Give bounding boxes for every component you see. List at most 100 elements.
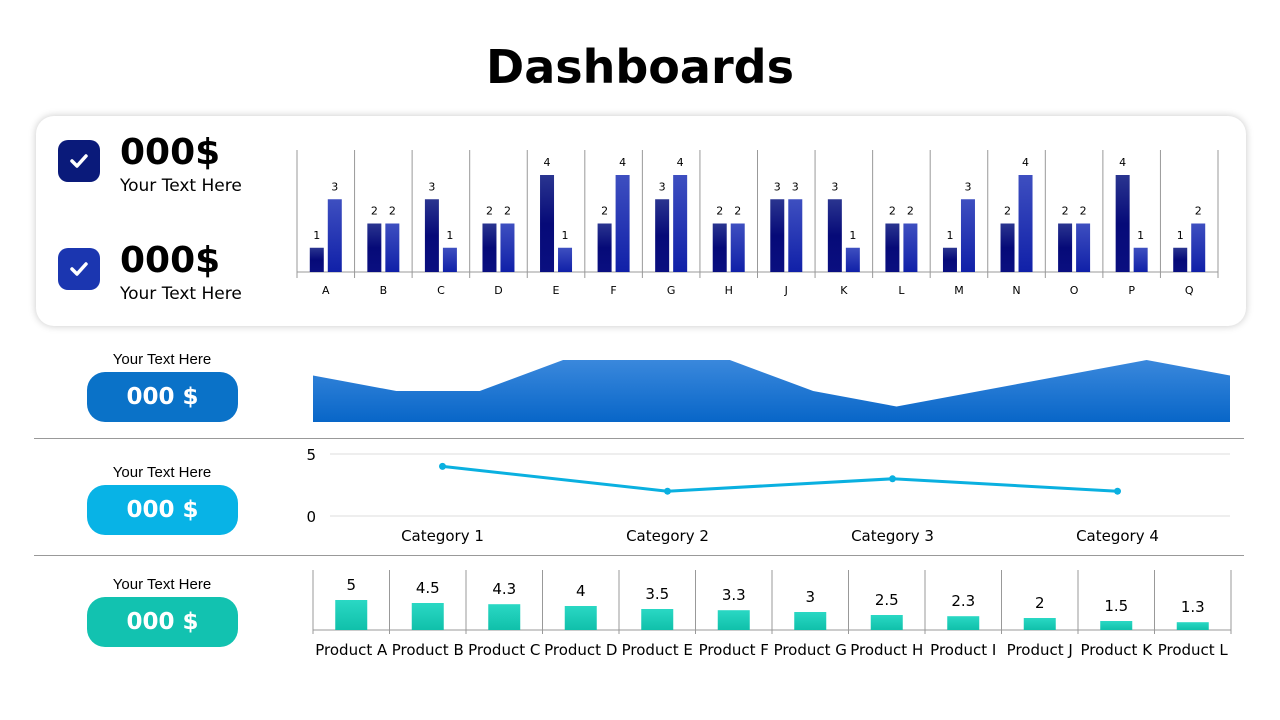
bar <box>1058 223 1073 272</box>
row-label: Your Text Here <box>112 351 212 368</box>
x-tick-label: Category 4 <box>1076 527 1159 545</box>
data-label: 3.3 <box>722 586 746 604</box>
bar <box>845 247 860 272</box>
x-tick-label: K <box>840 284 848 297</box>
bar <box>655 199 670 272</box>
x-tick-label: F <box>610 284 616 297</box>
checkmark-icon <box>58 140 100 182</box>
x-tick-label: D <box>494 284 502 297</box>
bar <box>673 175 688 272</box>
bar <box>717 610 750 630</box>
data-label: 4 <box>1119 156 1126 169</box>
bar <box>442 247 457 272</box>
bar <box>712 223 727 272</box>
bar <box>942 247 957 272</box>
kpi-value: 000$ <box>120 132 221 173</box>
x-tick-label: Q <box>1185 284 1194 297</box>
bar <box>1000 223 1015 272</box>
x-tick-label: Product A <box>315 641 388 659</box>
value-pill: 000 $ <box>87 485 238 535</box>
data-label: 3 <box>428 180 435 193</box>
bar <box>794 612 827 630</box>
data-point <box>664 487 671 495</box>
x-tick-label: L <box>898 284 905 297</box>
data-label: 1.5 <box>1104 597 1128 615</box>
bar <box>335 600 368 630</box>
x-tick-label: H <box>725 284 733 297</box>
divider <box>34 555 1244 556</box>
row-label: Your Text Here <box>112 576 212 593</box>
bar <box>327 199 342 272</box>
data-label: 2 <box>1080 205 1087 218</box>
bar <box>903 223 918 272</box>
bar <box>1018 175 1033 272</box>
x-tick-label: Product D <box>544 641 617 659</box>
data-label: 1.3 <box>1181 598 1205 616</box>
data-label: 4.3 <box>492 580 516 598</box>
x-tick-label: Product E <box>622 641 693 659</box>
kpi-card <box>36 116 1246 326</box>
data-label: 2 <box>907 205 914 218</box>
value-pill: 000 $ <box>87 372 238 422</box>
data-label: 3 <box>805 588 815 606</box>
bar <box>641 609 674 630</box>
bar <box>540 175 555 272</box>
data-label: 2 <box>504 205 511 218</box>
data-label: 4 <box>677 156 684 169</box>
x-tick-label: O <box>1070 284 1079 297</box>
bar <box>500 223 515 272</box>
bar <box>1133 247 1148 272</box>
x-tick-label: C <box>437 284 445 297</box>
data-label: 2 <box>889 205 896 218</box>
data-label: 4 <box>619 156 626 169</box>
data-label: 2.3 <box>951 592 975 610</box>
x-tick-label: J <box>784 284 788 297</box>
bar <box>482 223 497 272</box>
x-tick-label: Product H <box>850 641 923 659</box>
data-label: 1 <box>562 229 569 242</box>
data-label: 2 <box>1035 594 1045 612</box>
data-label: 2 <box>1004 205 1011 218</box>
data-label: 1 <box>313 229 320 242</box>
data-label: 2 <box>371 205 378 218</box>
value-pill: 000 $ <box>87 597 238 647</box>
bar <box>424 199 439 272</box>
data-label: 3 <box>331 180 338 193</box>
bar <box>788 199 803 272</box>
x-tick-label: A <box>322 284 330 297</box>
bar <box>411 603 444 630</box>
bar <box>1191 223 1206 272</box>
bar <box>870 615 903 630</box>
bar <box>1023 618 1056 630</box>
bar <box>597 223 612 272</box>
bar <box>1100 621 1133 630</box>
x-tick-label: M <box>954 284 964 297</box>
x-tick-label: Product J <box>1007 641 1073 659</box>
bar <box>385 223 400 272</box>
x-tick-label: Category 3 <box>851 527 934 545</box>
data-label: 2 <box>1195 205 1202 218</box>
kpi-text: Your Text Here <box>120 284 242 304</box>
area-series <box>313 360 1230 422</box>
x-tick-label: Product L <box>1158 641 1229 659</box>
data-label: 1 <box>446 229 453 242</box>
bar <box>885 223 900 272</box>
y-tick-label: 0 <box>306 508 316 526</box>
data-label: 3 <box>831 180 838 193</box>
data-point <box>439 462 446 470</box>
data-label: 2 <box>1062 205 1069 218</box>
x-tick-label: N <box>1012 284 1020 297</box>
bar <box>730 223 745 272</box>
data-label: 3 <box>964 180 971 193</box>
data-label: 1 <box>1137 229 1144 242</box>
x-tick-label: B <box>380 284 388 297</box>
data-label: 3 <box>774 180 781 193</box>
data-label: 1 <box>946 229 953 242</box>
x-tick-label: Product I <box>930 641 996 659</box>
data-label: 2.5 <box>875 591 899 609</box>
data-label: 3 <box>792 180 799 193</box>
page-title: Dashboards <box>486 40 794 94</box>
bar <box>960 199 975 272</box>
data-label: 4 <box>1022 156 1029 169</box>
bar <box>947 616 980 630</box>
